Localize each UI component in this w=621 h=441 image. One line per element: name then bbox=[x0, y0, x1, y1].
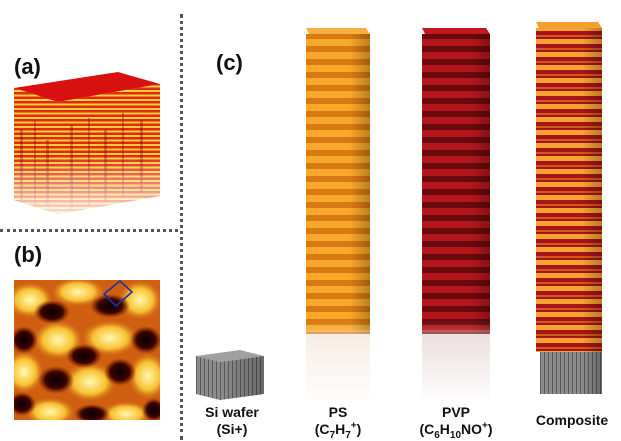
pvp-formula: (C6H10NO+) bbox=[419, 420, 493, 441]
ps-name: PS bbox=[328, 404, 348, 420]
composite-column bbox=[536, 22, 602, 394]
pvp-column bbox=[422, 28, 490, 400]
label-si-wafer: Si wafer (Si+) bbox=[192, 404, 272, 438]
si-wafer-name: Si wafer bbox=[205, 404, 259, 420]
panel-label-b: (b) bbox=[14, 242, 43, 267]
panel-label-c: (c) bbox=[216, 50, 243, 75]
label-ps: PS (C7H7+) bbox=[298, 404, 378, 441]
cube-top-face bbox=[14, 72, 160, 102]
si-wafer-column bbox=[196, 350, 264, 400]
label-composite: Composite bbox=[528, 412, 616, 429]
horizontal-divider bbox=[0, 229, 178, 232]
ps-column bbox=[306, 28, 370, 400]
vertical-divider bbox=[180, 14, 183, 440]
label-pvp: PVP (C6H10NO+) bbox=[410, 404, 502, 441]
ps-formula: (C7H7+) bbox=[314, 420, 362, 441]
si-wafer-formula: (Si+) bbox=[216, 421, 248, 437]
pvp-name: PVP bbox=[441, 404, 470, 420]
panel-label-a: (a) bbox=[14, 54, 41, 79]
selection-box bbox=[102, 279, 134, 308]
panel-c-columns bbox=[196, 22, 602, 400]
composite-name: Composite bbox=[535, 412, 609, 428]
panel-a-cube bbox=[14, 72, 160, 214]
panel-b-heatmap bbox=[14, 279, 160, 420]
